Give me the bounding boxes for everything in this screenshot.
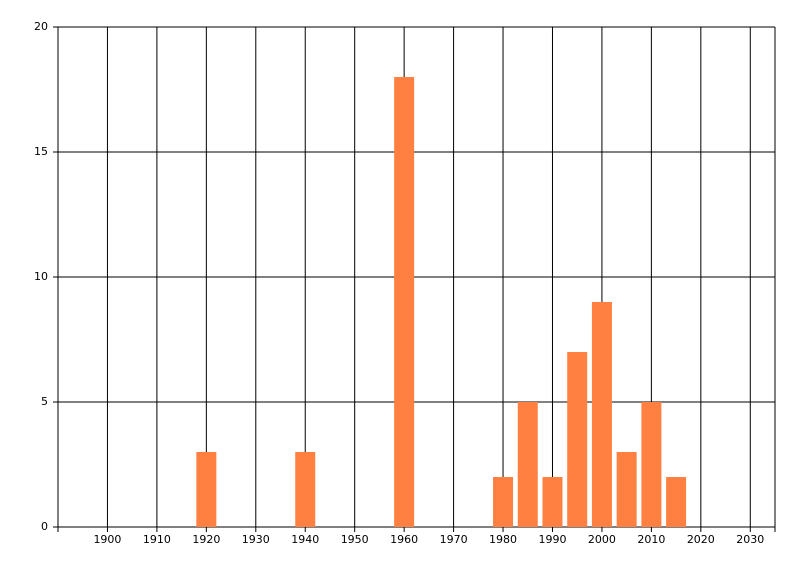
- bar: [542, 477, 563, 527]
- bar: [641, 402, 662, 527]
- x-tick-label: 2030: [736, 533, 764, 546]
- bar: [591, 302, 612, 527]
- bar: [394, 77, 415, 527]
- bar: [567, 352, 588, 527]
- x-tick-label: 1960: [390, 533, 418, 546]
- bar: [295, 452, 316, 527]
- x-tick-label: 1900: [93, 533, 121, 546]
- bar: [517, 402, 538, 527]
- y-tick-label: 20: [34, 20, 48, 33]
- x-tick-label: 1910: [143, 533, 171, 546]
- x-tick-label: 1980: [489, 533, 517, 546]
- bar: [196, 452, 217, 527]
- x-tick-label: 1930: [242, 533, 270, 546]
- x-tick-label: 2000: [588, 533, 616, 546]
- x-tick-label: 1940: [291, 533, 319, 546]
- bar: [493, 477, 514, 527]
- x-tick-label: 1950: [341, 533, 369, 546]
- y-tick-label: 10: [34, 270, 48, 283]
- x-tick-label: 1990: [538, 533, 566, 546]
- x-tick-label: 2010: [637, 533, 665, 546]
- x-tick-label: 1920: [192, 533, 220, 546]
- y-tick-label: 15: [34, 145, 48, 158]
- x-tick-label: 2020: [687, 533, 715, 546]
- y-tick-label: 0: [41, 520, 48, 533]
- y-tick-label: 5: [41, 395, 48, 408]
- bar: [616, 452, 637, 527]
- bar: [666, 477, 687, 527]
- x-tick-label: 1970: [440, 533, 468, 546]
